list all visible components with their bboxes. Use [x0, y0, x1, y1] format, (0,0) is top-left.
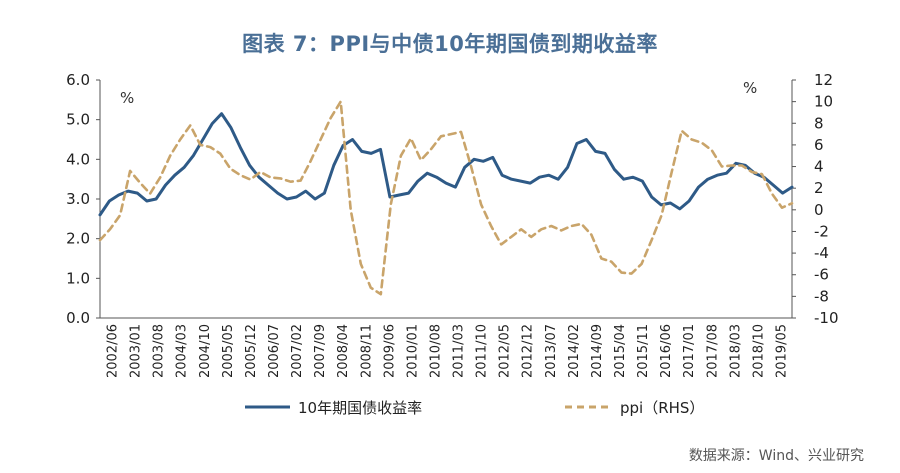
x-tick-label: 2002/06: [106, 324, 121, 378]
right-tick-label: 4: [814, 158, 824, 176]
x-tick-label-group: 2017/01: [682, 324, 697, 378]
x-tick-label-group: 2014/02: [567, 324, 582, 378]
x-tick-label: 2014/02: [567, 324, 582, 378]
legend-label-yield: 10年期国债收益率: [298, 399, 422, 417]
right-tick-label: -6: [814, 266, 829, 284]
series-line-ppi: [98, 100, 794, 296]
x-tick-label: 2005/12: [244, 324, 259, 378]
x-tick-label: 2012/12: [521, 324, 536, 378]
x-tick-label-group: 2016/06: [659, 324, 674, 378]
x-tick-label-group: 2014/09: [590, 324, 605, 378]
x-tick-label: 2011/10: [475, 324, 490, 378]
x-tick-label-group: 2012/12: [521, 324, 536, 378]
x-tick-label-group: 2004/03: [175, 324, 190, 378]
left-tick-label: 3.0: [66, 190, 90, 208]
x-tick-label-group: 2005/05: [221, 324, 236, 378]
left-tick-label: 1.0: [66, 269, 90, 287]
x-tick-label: 2004/03: [175, 324, 190, 378]
left-tick-label: 5.0: [66, 111, 90, 129]
x-tick-label-group: 2003/01: [129, 324, 144, 378]
x-axis-ticks: 2002/06 2003/01 2003/08 2004/03 2004/10 2005/…: [106, 324, 790, 378]
x-tick-label: 2010/08: [428, 324, 443, 378]
x-tick-label-group: 2012/05: [498, 324, 513, 378]
right-axis-unit: %: [743, 79, 757, 97]
x-tick-label: 2006/07: [267, 324, 282, 378]
x-tick-label-group: 2005/12: [244, 324, 259, 378]
x-tick-label-group: 2008/04: [336, 324, 351, 378]
right-tick-label: 12: [814, 71, 833, 89]
left-tick-label: 6.0: [66, 71, 90, 89]
right-tick-label: 8: [814, 114, 824, 132]
x-tick-label-group: 2002/06: [106, 324, 121, 378]
chart-axes: [99, 80, 793, 319]
x-tick-label: 2007/09: [313, 324, 328, 378]
x-tick-label: 2016/06: [659, 324, 674, 378]
x-tick-label-group: 2013/07: [544, 324, 559, 378]
x-tick-label-group: 2017/08: [705, 324, 720, 378]
x-tick-label-group: 2011/10: [475, 324, 490, 378]
x-tick-label: 2005/05: [221, 324, 236, 378]
x-tick-label: 2007/02: [290, 324, 305, 378]
legend-label-ppi: ppi（RHS）: [620, 399, 704, 417]
x-tick-label: 2017/01: [682, 324, 697, 378]
left-tick-label: 4.0: [66, 150, 90, 168]
x-tick-label: 2018/03: [728, 324, 743, 378]
x-tick-label: 2009/06: [382, 324, 397, 378]
x-tick-label-group: 2007/02: [290, 324, 305, 378]
x-tick-label: 2015/11: [636, 324, 651, 378]
right-tick-label: 6: [814, 136, 824, 154]
x-tick-label: 2003/01: [129, 324, 144, 378]
x-tick-label-group: 2006/07: [267, 324, 282, 378]
x-tick-label: 2003/08: [152, 324, 167, 378]
series-line-yield: [98, 112, 794, 217]
x-tick-label: 2018/10: [751, 324, 766, 378]
x-tick-label: 2008/11: [359, 324, 374, 378]
right-tick-label: 10: [814, 93, 833, 111]
left-tick-label: 0.0: [66, 309, 90, 327]
right-tick-label: -2: [814, 222, 829, 240]
series-layer: [98, 100, 794, 296]
x-tick-label: 2014/09: [590, 324, 605, 378]
right-tick-label: -4: [814, 244, 829, 262]
x-tick-label: 2017/08: [705, 324, 720, 378]
x-tick-label-group: 2010/01: [405, 324, 420, 378]
x-tick-label: 2015/04: [613, 324, 628, 378]
right-tick-label: -8: [814, 287, 829, 305]
source-note: 数据来源：Wind、兴业研究: [688, 448, 864, 464]
x-tick-label-group: 2004/10: [198, 324, 213, 378]
right-tick-label: 0: [814, 201, 824, 219]
right-axis-ticks: -10 -8 -6 -4 -2 0 2 4 6 8 10 12: [792, 71, 839, 327]
x-tick-label-group: 2015/11: [636, 324, 651, 378]
left-tick-label: 2.0: [66, 230, 90, 248]
legend: 10年期国债收益率 ppi（RHS）: [245, 399, 704, 417]
x-tick-label: 2010/01: [405, 324, 420, 378]
x-tick-label-group: 2009/06: [382, 324, 397, 378]
x-tick-label: 2004/10: [198, 324, 213, 378]
x-tick-label-group: 2018/03: [728, 324, 743, 378]
x-tick-label-group: 2015/04: [613, 324, 628, 378]
x-tick-label: 2011/03: [452, 324, 467, 378]
x-tick-label: 2013/07: [544, 324, 559, 378]
left-axis-ticks: 0.0 1.0 2.0 3.0 4.0 5.0 6.0: [66, 71, 100, 327]
x-tick-label: 2019/05: [774, 324, 789, 378]
x-tick-label: 2012/05: [498, 324, 513, 378]
chart-title: 图表 7：PPI与中债10年期国债到期收益率: [242, 32, 658, 56]
right-tick-label: 2: [814, 179, 824, 197]
x-tick-label-group: 2011/03: [452, 324, 467, 378]
x-tick-label-group: 2003/08: [152, 324, 167, 378]
x-tick-label-group: 2019/05: [774, 324, 789, 378]
x-tick-label-group: 2007/09: [313, 324, 328, 378]
right-tick-label: -10: [814, 309, 839, 327]
x-tick-label-group: 2018/10: [751, 324, 766, 378]
left-axis-unit: %: [120, 89, 134, 107]
x-tick-label-group: 2010/08: [428, 324, 443, 378]
x-tick-label: 2008/04: [336, 324, 351, 378]
x-tick-label-group: 2008/11: [359, 324, 374, 378]
